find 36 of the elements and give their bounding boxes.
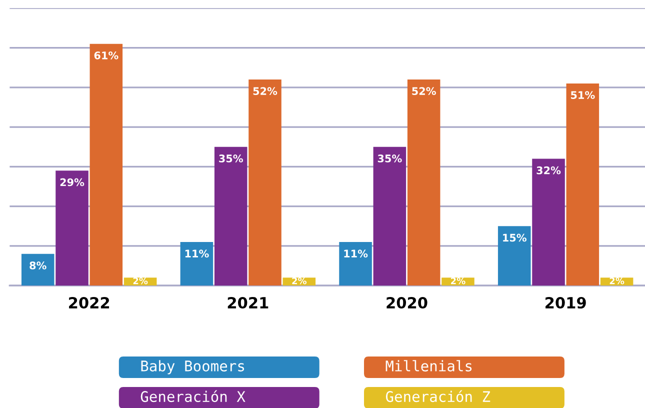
text: Millenials [386, 360, 472, 372]
bar [339, 242, 372, 286]
data-label: 2% [451, 277, 466, 284]
data-label: 35% [219, 154, 243, 162]
text: Generación Z [386, 390, 490, 402]
data-label: 2% [133, 277, 148, 284]
x-tick-label: 2020 [386, 296, 428, 309]
bar [180, 242, 214, 286]
data-label: 35% [378, 154, 402, 162]
data-label: 2% [610, 277, 624, 284]
bar [56, 170, 88, 286]
x-tick-label: 2022 [69, 296, 110, 309]
bar [566, 83, 600, 286]
bar [90, 44, 123, 286]
bar [407, 80, 440, 286]
data-label: 32% [536, 166, 561, 174]
data-label: 15% [503, 234, 526, 242]
bar [532, 158, 565, 286]
bar [498, 226, 531, 286]
data-label: 11% [344, 250, 368, 258]
data-label: 2% [292, 277, 307, 284]
x-tick-label: 2021 [228, 296, 268, 309]
bar [214, 146, 248, 286]
bar [21, 254, 54, 286]
text: Baby Boomers [141, 360, 244, 374]
data-label: 8% [30, 262, 46, 270]
bar [248, 80, 282, 286]
data-label: 29% [60, 178, 84, 186]
text: Generación X [140, 390, 246, 402]
bar [373, 146, 406, 286]
data-label: 11% [185, 250, 209, 258]
data-label: 61% [94, 51, 118, 60]
data-label: 52% [253, 87, 278, 96]
data-label: 52% [412, 87, 436, 96]
x-tick-label: 2019 [546, 296, 586, 309]
data-label: 51% [570, 91, 595, 99]
